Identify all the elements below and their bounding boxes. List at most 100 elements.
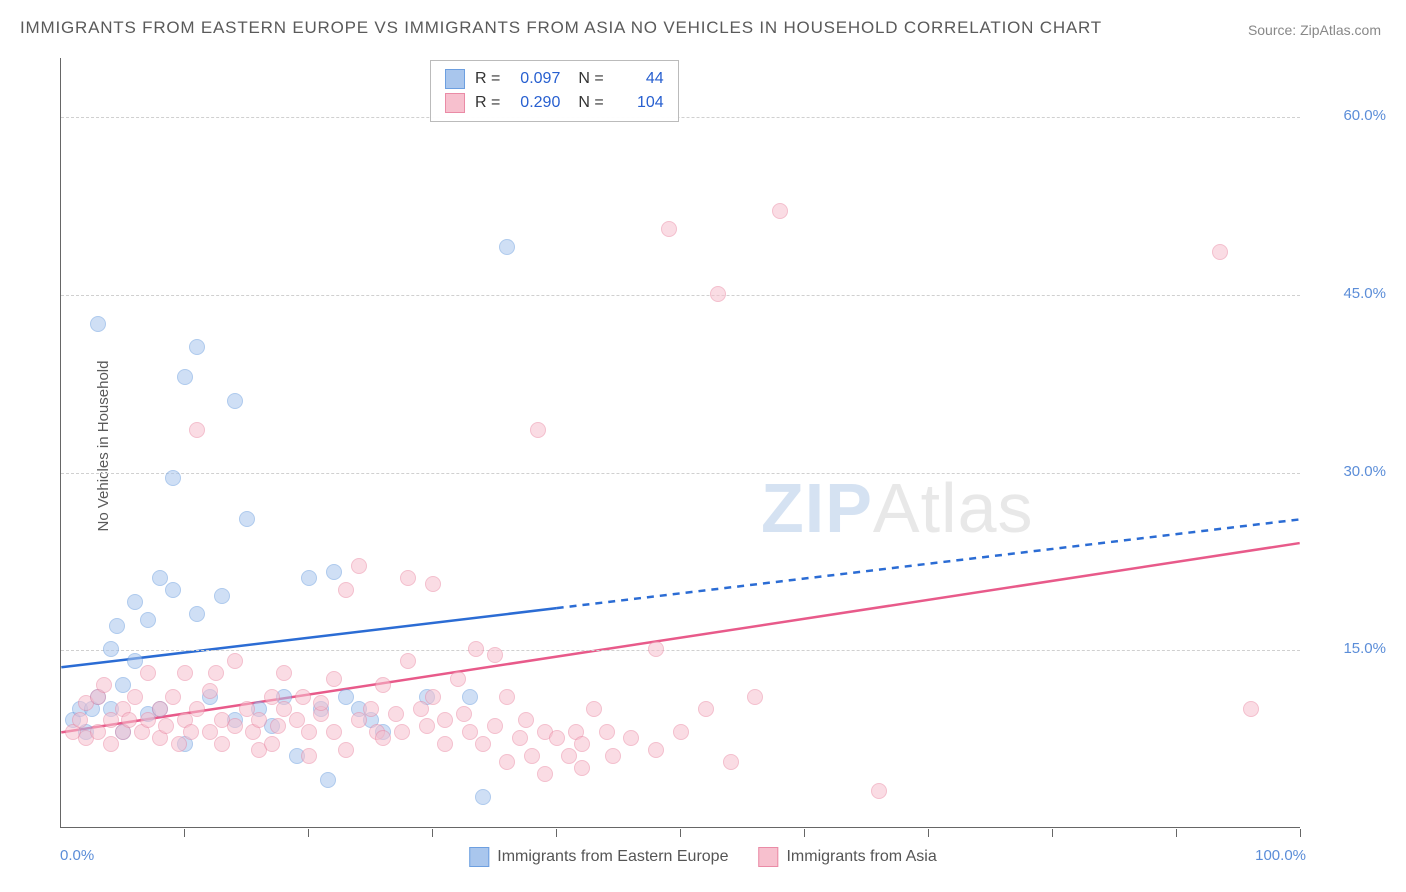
- point-asia: [871, 783, 887, 799]
- point-asia: [72, 712, 88, 728]
- gridline: [61, 117, 1300, 118]
- point-asia: [437, 736, 453, 752]
- point-asia: [208, 665, 224, 681]
- x-tick: [928, 829, 929, 837]
- point-eastern-europe: [165, 582, 181, 598]
- point-asia: [165, 689, 181, 705]
- point-eastern-europe: [301, 570, 317, 586]
- point-asia: [171, 736, 187, 752]
- correlation-stats-box: R = 0.097 N = 44 R = 0.290 N = 104: [430, 60, 679, 122]
- gridline: [61, 473, 1300, 474]
- stat-n-label: N =: [578, 91, 603, 115]
- point-asia: [537, 766, 553, 782]
- point-asia: [487, 718, 503, 734]
- legend-swatch: [445, 93, 465, 113]
- point-asia: [475, 736, 491, 752]
- point-asia: [363, 701, 379, 717]
- point-asia: [251, 712, 267, 728]
- x-axis-min-label: 0.0%: [60, 847, 94, 864]
- point-asia: [177, 665, 193, 681]
- point-eastern-europe: [127, 594, 143, 610]
- x-tick: [804, 829, 805, 837]
- point-asia: [270, 718, 286, 734]
- legend-swatch: [758, 847, 778, 867]
- point-asia: [648, 742, 664, 758]
- x-tick: [184, 829, 185, 837]
- point-asia: [487, 647, 503, 663]
- point-eastern-europe: [227, 393, 243, 409]
- point-asia: [301, 724, 317, 740]
- y-tick-label: 45.0%: [1343, 285, 1386, 302]
- y-tick-label: 30.0%: [1343, 463, 1386, 480]
- stat-n-value: 44: [614, 67, 664, 91]
- point-asia: [1243, 701, 1259, 717]
- point-eastern-europe: [239, 511, 255, 527]
- point-asia: [189, 422, 205, 438]
- stats-row: R = 0.097 N = 44: [445, 67, 664, 91]
- point-asia: [152, 701, 168, 717]
- x-tick: [308, 829, 309, 837]
- point-asia: [338, 742, 354, 758]
- point-asia: [599, 724, 615, 740]
- point-asia: [375, 730, 391, 746]
- legend-swatch: [445, 69, 465, 89]
- point-eastern-europe: [499, 239, 515, 255]
- point-eastern-europe: [165, 470, 181, 486]
- point-asia: [313, 695, 329, 711]
- x-tick: [432, 829, 433, 837]
- point-asia: [214, 736, 230, 752]
- point-eastern-europe: [462, 689, 478, 705]
- point-asia: [574, 760, 590, 776]
- point-asia: [698, 701, 714, 717]
- point-asia: [351, 558, 367, 574]
- point-asia: [437, 712, 453, 728]
- trendline-eastern-europe-extrapolated: [557, 519, 1300, 608]
- point-eastern-europe: [90, 316, 106, 332]
- point-asia: [227, 718, 243, 734]
- point-asia: [351, 712, 367, 728]
- y-tick-label: 15.0%: [1343, 640, 1386, 657]
- point-asia: [605, 748, 621, 764]
- point-asia: [264, 736, 280, 752]
- watermark-atlas: Atlas: [873, 469, 1034, 547]
- point-asia: [227, 653, 243, 669]
- watermark-zip: ZIP: [761, 469, 873, 547]
- point-asia: [574, 736, 590, 752]
- stat-r-value: 0.290: [510, 91, 560, 115]
- point-asia: [518, 712, 534, 728]
- chart-plot-area: ZIPAtlas: [60, 58, 1300, 828]
- point-asia: [189, 701, 205, 717]
- point-eastern-europe: [214, 588, 230, 604]
- point-asia: [586, 701, 602, 717]
- watermark: ZIPAtlas: [761, 468, 1034, 548]
- point-eastern-europe: [103, 641, 119, 657]
- point-asia: [549, 730, 565, 746]
- x-tick: [1052, 829, 1053, 837]
- point-asia: [1212, 244, 1228, 260]
- stat-r-value: 0.097: [510, 67, 560, 91]
- point-asia: [710, 286, 726, 302]
- point-asia: [648, 641, 664, 657]
- legend-label: Immigrants from Eastern Europe: [497, 848, 728, 866]
- point-asia: [276, 665, 292, 681]
- point-asia: [400, 653, 416, 669]
- point-asia: [301, 748, 317, 764]
- bottom-legend: Immigrants from Eastern Europe Immigrant…: [469, 847, 936, 867]
- point-asia: [326, 671, 342, 687]
- point-asia: [673, 724, 689, 740]
- point-eastern-europe: [326, 564, 342, 580]
- point-asia: [96, 677, 112, 693]
- point-eastern-europe: [320, 772, 336, 788]
- point-asia: [772, 203, 788, 219]
- gridline: [61, 295, 1300, 296]
- x-tick: [680, 829, 681, 837]
- stat-n-label: N =: [578, 67, 603, 91]
- point-asia: [326, 724, 342, 740]
- stats-row: R = 0.290 N = 104: [445, 91, 664, 115]
- point-asia: [202, 683, 218, 699]
- point-eastern-europe: [140, 612, 156, 628]
- point-eastern-europe: [189, 339, 205, 355]
- point-eastern-europe: [475, 789, 491, 805]
- x-tick: [556, 829, 557, 837]
- point-asia: [140, 665, 156, 681]
